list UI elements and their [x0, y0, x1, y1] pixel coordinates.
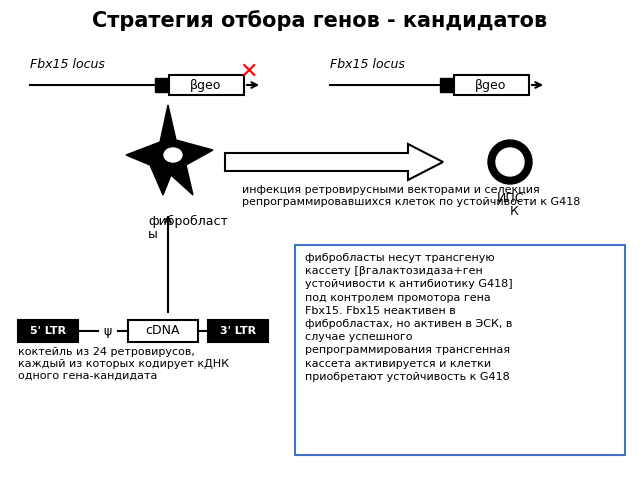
Circle shape: [488, 140, 532, 184]
Bar: [208, 320, 268, 342]
Text: К: К: [509, 205, 518, 218]
Text: фибробласты несут трансгеную
кассету [βгалактозидаза+ген
устойчивости к антибиот: фибробласты несут трансгеную кассету [βг…: [305, 253, 513, 382]
Bar: [128, 320, 198, 342]
Text: cDNA: cDNA: [146, 324, 180, 337]
Ellipse shape: [164, 148, 182, 162]
Text: ψ: ψ: [104, 324, 112, 337]
Text: βgeo: βgeo: [190, 79, 221, 92]
Text: ы: ы: [148, 228, 158, 241]
Bar: [18, 320, 78, 342]
Text: ✕: ✕: [239, 62, 257, 82]
Text: ИПС: ИПС: [496, 192, 524, 205]
Text: Fbx15 locus: Fbx15 locus: [330, 58, 405, 71]
FancyArrow shape: [225, 144, 443, 180]
Bar: [454, 75, 529, 95]
Text: 3' LTR: 3' LTR: [220, 326, 256, 336]
FancyBboxPatch shape: [295, 245, 625, 455]
Text: Fbx15 locus: Fbx15 locus: [30, 58, 105, 71]
Circle shape: [496, 148, 524, 176]
Text: 5' LTR: 5' LTR: [30, 326, 66, 336]
Text: Стратегия отбора генов - кандидатов: Стратегия отбора генов - кандидатов: [92, 10, 548, 31]
Text: фибробласт: фибробласт: [148, 215, 228, 228]
Text: βgeo: βgeo: [476, 79, 507, 92]
Text: инфекция ретровирусными векторами и селекция
репрограммировавшихся клеток по уст: инфекция ретровирусными векторами и селе…: [242, 185, 580, 206]
Polygon shape: [126, 105, 213, 195]
Bar: [169, 75, 244, 95]
Bar: [440, 78, 454, 92]
Text: коктейль из 24 ретровирусов,
каждый из которых кодирует кДНК
одного гена-кандида: коктейль из 24 ретровирусов, каждый из к…: [18, 347, 229, 380]
Bar: [155, 78, 169, 92]
